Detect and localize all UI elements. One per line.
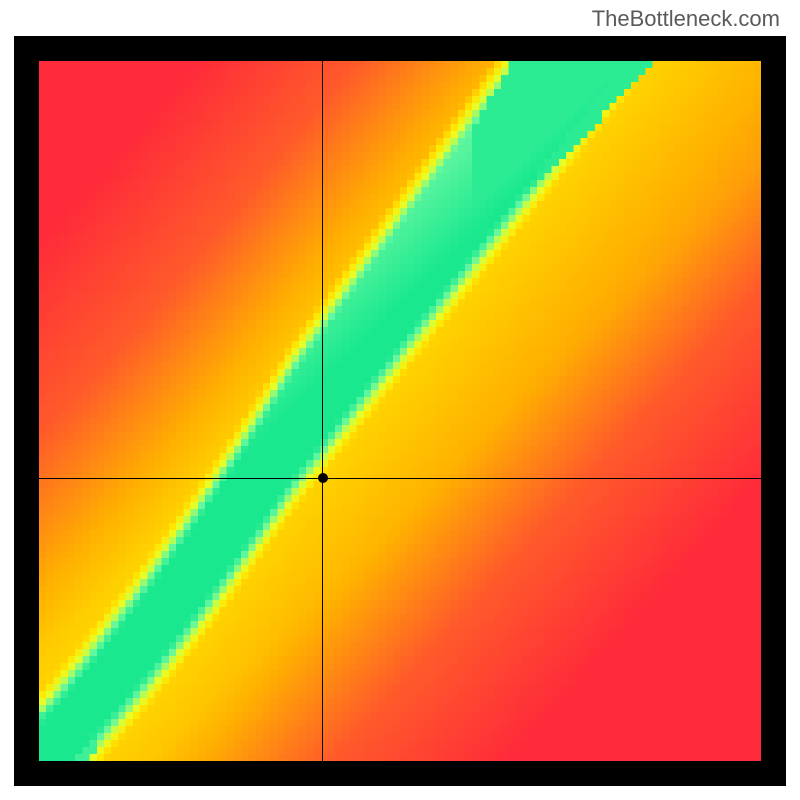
crosshair-horizontal: [39, 478, 761, 479]
figure-container: TheBottleneck.com: [0, 0, 800, 800]
crosshair-dot: [318, 473, 328, 483]
watermark-text: TheBottleneck.com: [592, 6, 780, 32]
heatmap-canvas: [39, 61, 761, 761]
crosshair-vertical: [322, 61, 323, 761]
